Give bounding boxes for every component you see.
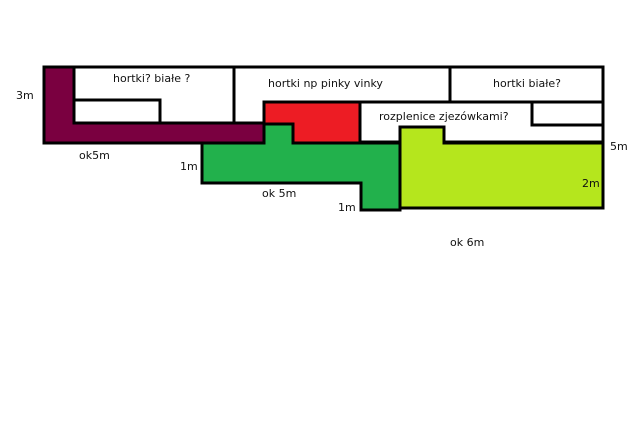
dimension-ok5m-green: ok 5m — [262, 187, 297, 200]
label-hortki-pinky: hortki np pinky vinky — [268, 77, 383, 90]
dimension-ok5m-left: ok5m — [79, 149, 110, 162]
step-line-left — [74, 98, 162, 123]
dimension-1m-bottom: 1m — [338, 201, 356, 214]
step-line-right — [530, 102, 603, 127]
dimension-2m: 2m — [582, 177, 600, 190]
dimension-5m: 5m — [610, 140, 628, 153]
bed-lime — [398, 125, 605, 210]
dimension-3m: 3m — [16, 89, 34, 102]
label-hortki-biale-left: hortki? białe ? — [113, 72, 191, 85]
dimension-1m-green: 1m — [180, 160, 198, 173]
label-hortki-biale-right: hortki białe? — [493, 77, 561, 90]
dimension-ok6m: ok 6m — [450, 236, 485, 249]
label-rozplenice: rozplenice zjezówkami? — [379, 110, 509, 123]
